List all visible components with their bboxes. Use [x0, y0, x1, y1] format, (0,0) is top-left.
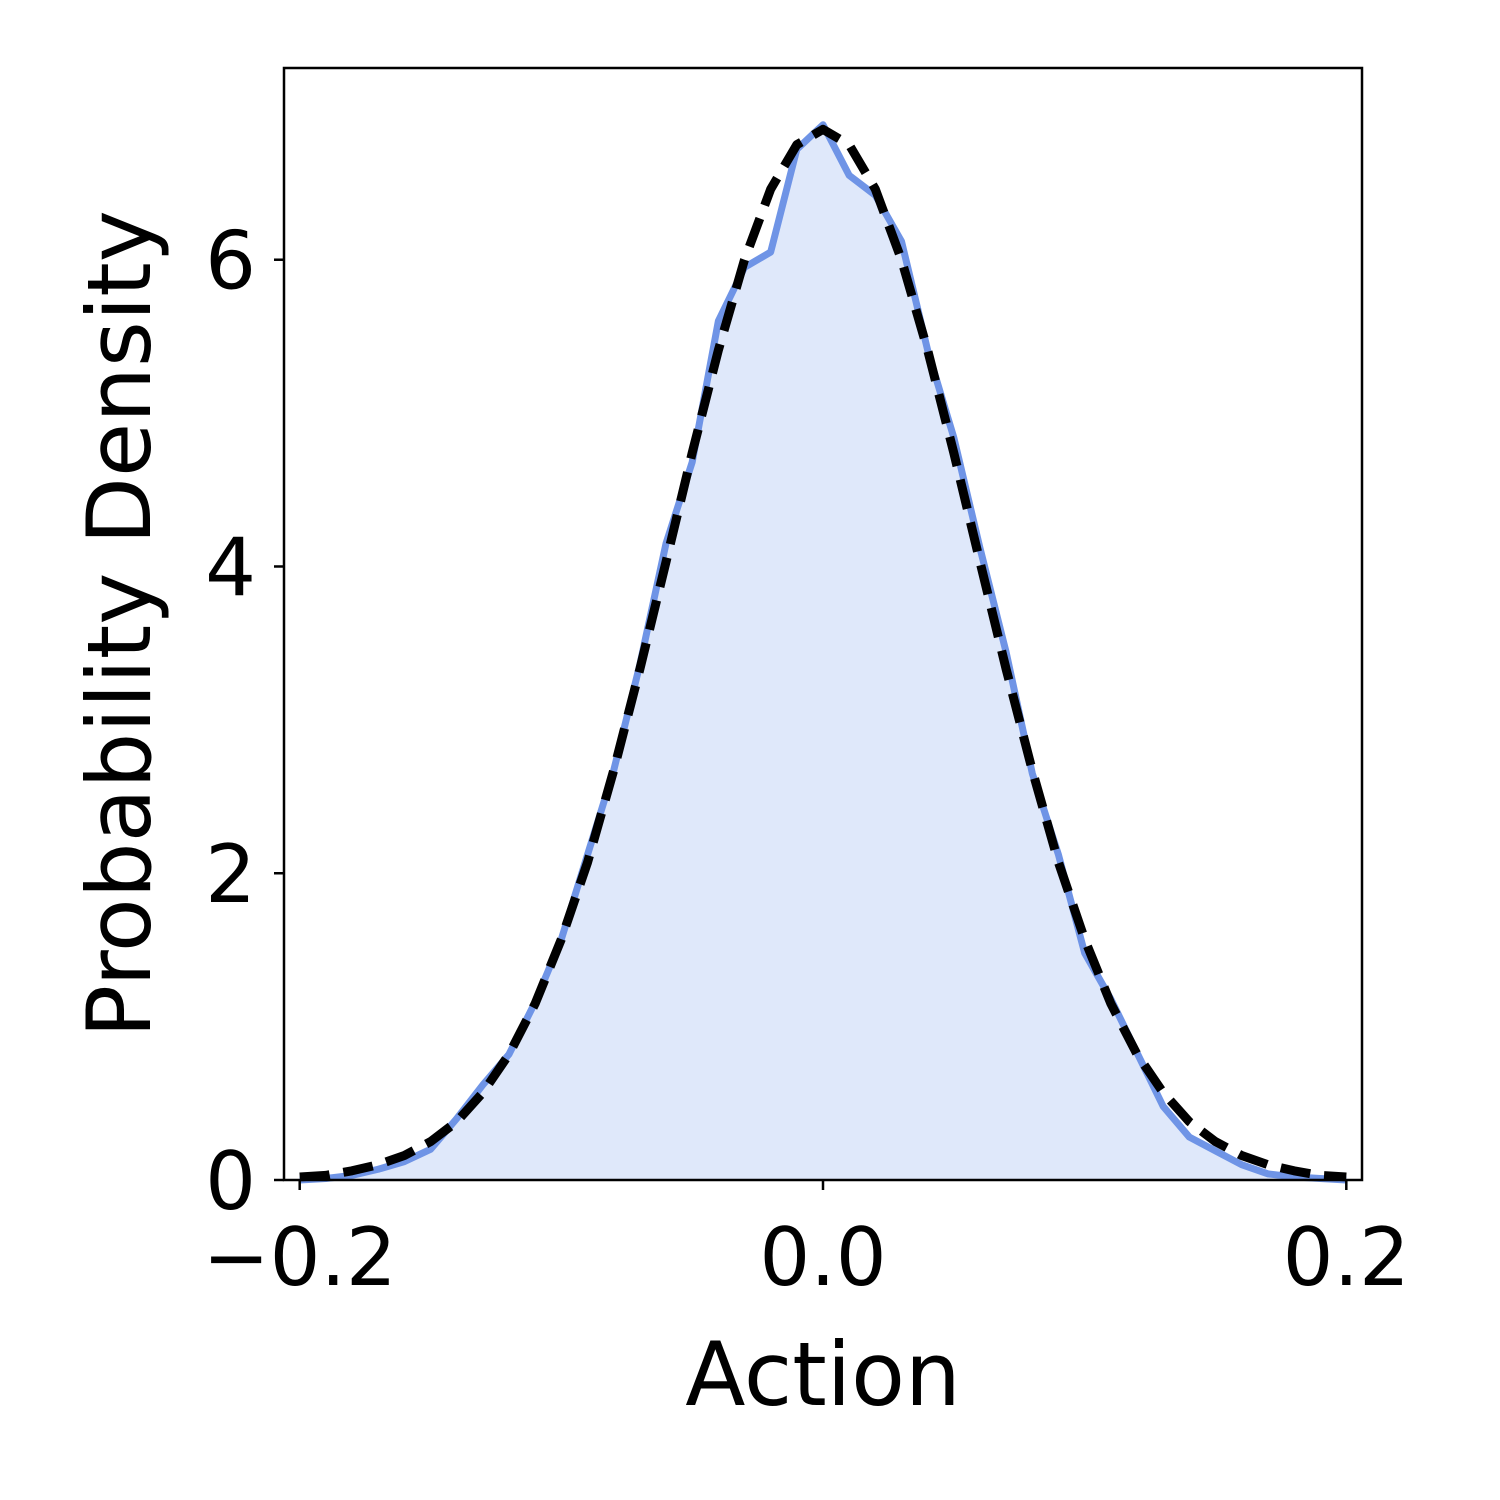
- y-tick-label: 2: [205, 828, 256, 921]
- y-tick-label: 4: [205, 521, 256, 614]
- x-tick-label: −0.2: [203, 1211, 397, 1304]
- x-tick-label: 0.2: [1283, 1211, 1410, 1304]
- y-tick-label: 0: [205, 1135, 256, 1228]
- line: [299, 124, 1347, 1182]
- y-tick-label: 6: [205, 215, 256, 308]
- area: [299, 124, 1347, 1180]
- y-axis-label: Probability Density: [68, 210, 171, 1038]
- x-tick-label: 0.0: [759, 1211, 886, 1304]
- x-axis-label: Action: [685, 1323, 961, 1426]
